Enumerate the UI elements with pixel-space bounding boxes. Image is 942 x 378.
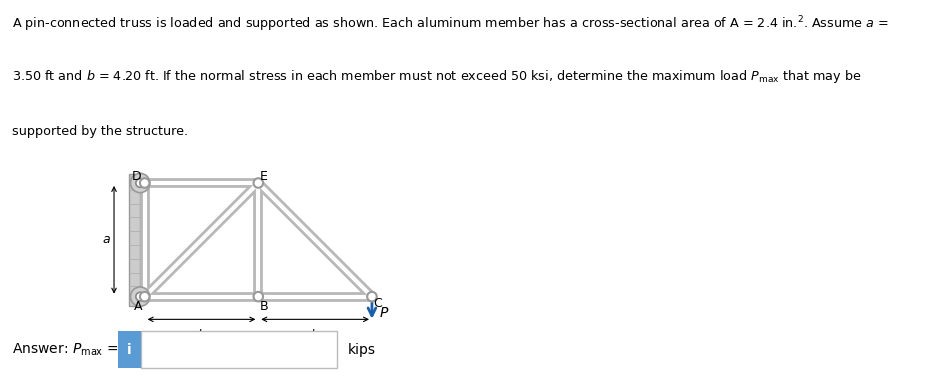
Circle shape: [367, 292, 377, 301]
Circle shape: [131, 287, 150, 306]
Circle shape: [140, 292, 150, 301]
Text: E: E: [260, 170, 268, 183]
FancyBboxPatch shape: [141, 331, 337, 368]
Text: 3.50 ft and $b$ = 4.20 ft. If the normal stress in each member must not exceed 5: 3.50 ft and $b$ = 4.20 ft. If the normal…: [12, 68, 862, 85]
Text: D: D: [132, 170, 141, 183]
FancyBboxPatch shape: [118, 331, 141, 368]
Text: C: C: [373, 297, 382, 310]
Circle shape: [140, 178, 150, 188]
Text: i: i: [127, 342, 132, 357]
Text: supported by the structure.: supported by the structure.: [12, 125, 188, 138]
Bar: [129, 174, 140, 306]
Text: A pin-connected truss is loaded and supported as shown. Each aluminum member has: A pin-connected truss is loaded and supp…: [12, 15, 889, 34]
Circle shape: [136, 179, 144, 187]
Text: $b$: $b$: [197, 328, 206, 342]
Text: B: B: [260, 301, 268, 313]
Text: $a$: $a$: [102, 233, 110, 246]
Circle shape: [253, 292, 263, 301]
Text: $P$: $P$: [379, 305, 389, 319]
Circle shape: [253, 178, 263, 188]
Circle shape: [136, 292, 144, 301]
Text: A: A: [134, 301, 142, 313]
Text: kips: kips: [349, 342, 376, 357]
Text: $b$: $b$: [311, 328, 319, 342]
Text: Answer: $P_{\mathrm{max}}$ =: Answer: $P_{\mathrm{max}}$ =: [12, 341, 119, 358]
Circle shape: [131, 174, 150, 193]
